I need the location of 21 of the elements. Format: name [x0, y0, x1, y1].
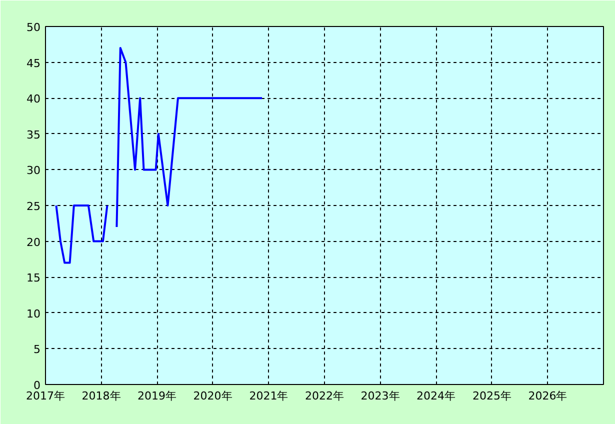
y-tick-label: 50 — [26, 21, 41, 34]
x-tick-label: 2024年 — [416, 390, 456, 402]
y-tick-label: 15 — [26, 272, 41, 285]
y-tick-label: 45 — [26, 56, 41, 70]
x-tick-label: 2020年 — [193, 390, 232, 402]
y-tick-label: 10 — [26, 307, 41, 320]
x-tick-label: 2021年 — [249, 390, 288, 402]
x-tick-label: 2017年 — [26, 390, 66, 402]
x-tick-label: 2023年 — [360, 390, 400, 402]
x-tick-label: 2026年 — [528, 390, 568, 402]
y-tick-label: 25 — [26, 200, 41, 213]
x-tick-label: 2025年 — [472, 390, 512, 402]
x-tick-label: 2018年 — [82, 390, 121, 402]
y-tick-label: 35 — [26, 128, 41, 142]
y-tick-label: 20 — [26, 236, 41, 249]
x-tick-label: 2022年 — [305, 390, 344, 402]
y-tick-label: 0 — [34, 379, 40, 392]
y-tick-label: 40 — [26, 92, 41, 106]
y-tick-label: 30 — [26, 164, 41, 178]
y-tick-label: 5 — [34, 343, 40, 356]
x-tick-label: 2019年 — [138, 390, 177, 402]
